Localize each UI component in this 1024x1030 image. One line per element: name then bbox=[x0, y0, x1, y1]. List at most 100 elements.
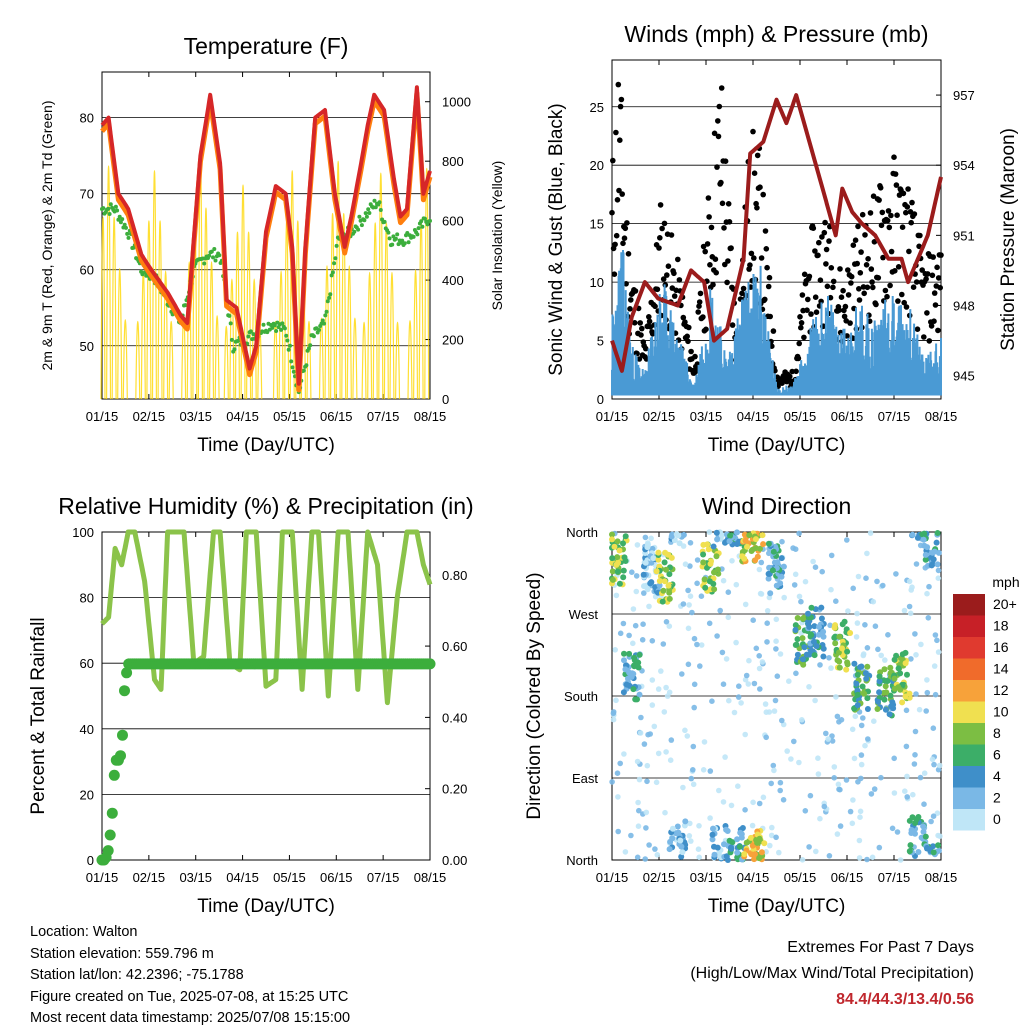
direction-point bbox=[856, 855, 863, 861]
direction-point bbox=[713, 553, 720, 560]
direction-point bbox=[815, 771, 822, 777]
direction-point bbox=[638, 714, 644, 721]
gust-point bbox=[886, 224, 893, 231]
direction-point bbox=[849, 820, 856, 827]
direction-point bbox=[632, 696, 639, 703]
direction-point bbox=[791, 738, 797, 745]
dewpoint-point bbox=[248, 329, 253, 334]
temp-2m-series bbox=[100, 85, 432, 386]
direction-point bbox=[933, 539, 940, 546]
direction-point bbox=[682, 561, 689, 567]
direction-point bbox=[800, 615, 806, 622]
precip-point bbox=[121, 667, 133, 679]
gust-point bbox=[726, 219, 733, 225]
direction-point bbox=[765, 575, 772, 582]
direction-point bbox=[666, 689, 673, 696]
dewpoint-point bbox=[270, 325, 275, 330]
direction-point bbox=[634, 758, 641, 765]
dewpoint-point bbox=[272, 323, 277, 328]
direction-point bbox=[852, 713, 859, 720]
direction-point bbox=[633, 588, 640, 595]
colorbar-label: 16 bbox=[993, 639, 1009, 655]
direction-point bbox=[643, 809, 650, 816]
x-tick-label: 08/15 bbox=[414, 870, 447, 885]
direction-point bbox=[934, 810, 941, 816]
direction-point bbox=[707, 560, 714, 567]
dewpoint-point bbox=[202, 261, 207, 266]
y-tick-label-left: 25 bbox=[590, 100, 604, 115]
direction-point bbox=[711, 569, 717, 576]
direction-point bbox=[613, 592, 620, 599]
direction-point bbox=[926, 583, 932, 590]
dewpoint-point bbox=[378, 208, 383, 212]
direction-point bbox=[849, 726, 856, 733]
gust-point bbox=[680, 314, 687, 321]
direction-point bbox=[653, 779, 660, 786]
gust-point bbox=[812, 294, 819, 301]
gust-point bbox=[688, 348, 694, 355]
colorbar-label: 12 bbox=[993, 682, 1009, 698]
y-tick-label-left: 60 bbox=[80, 263, 94, 278]
direction-point bbox=[861, 690, 868, 697]
y-axis-label-left: Direction (Colored By Speed) bbox=[524, 572, 545, 819]
gust-point bbox=[837, 266, 843, 272]
direction-point bbox=[636, 807, 642, 814]
dewpoint-point bbox=[120, 217, 125, 222]
direction-point bbox=[687, 593, 694, 599]
y-tick-label-left: 5 bbox=[597, 334, 604, 349]
direction-point bbox=[794, 615, 801, 621]
direction-point bbox=[878, 774, 884, 781]
gust-point bbox=[850, 242, 857, 248]
gust-point bbox=[616, 187, 622, 194]
direction-point bbox=[921, 530, 928, 537]
direction-point bbox=[728, 845, 735, 852]
direction-point bbox=[935, 567, 942, 574]
direction-point bbox=[609, 531, 615, 538]
direction-point bbox=[931, 761, 937, 768]
direction-point bbox=[661, 578, 668, 585]
dewpoint-point bbox=[122, 222, 127, 227]
direction-point bbox=[907, 610, 914, 617]
gust-point bbox=[838, 294, 845, 301]
direction-point bbox=[835, 781, 842, 788]
gust-point bbox=[657, 235, 663, 241]
direction-point bbox=[911, 761, 918, 767]
direction-point bbox=[620, 689, 627, 696]
direction-point bbox=[680, 601, 687, 607]
direction-point bbox=[843, 777, 850, 783]
gust-point bbox=[808, 311, 814, 317]
direction-point bbox=[650, 555, 657, 562]
direction-point bbox=[760, 541, 767, 548]
extremes-values: 84.4/44.3/13.4/0.56 bbox=[836, 991, 974, 1008]
direction-point bbox=[746, 532, 753, 539]
colorbar-swatch bbox=[953, 787, 985, 809]
dewpoint-point bbox=[367, 211, 372, 215]
dewpoint-point bbox=[317, 328, 321, 332]
gust-point bbox=[888, 248, 895, 255]
gust-point bbox=[676, 277, 683, 283]
gust-point bbox=[795, 355, 802, 362]
direction-point bbox=[880, 582, 886, 589]
direction-point bbox=[864, 706, 871, 712]
dewpoint-point bbox=[400, 238, 405, 243]
direction-point bbox=[756, 835, 763, 842]
gust-point bbox=[613, 129, 619, 136]
gust-point bbox=[817, 277, 824, 284]
humidity-series bbox=[100, 529, 433, 706]
x-tick-label: 04/15 bbox=[226, 870, 259, 885]
direction-point bbox=[773, 638, 779, 644]
dewpoint-point bbox=[330, 270, 335, 275]
gust-point bbox=[751, 255, 757, 261]
y-axis-label-left: Percent & Total Rainfall bbox=[28, 617, 49, 814]
direction-point bbox=[722, 754, 728, 760]
direction-point bbox=[820, 628, 827, 635]
direction-point bbox=[742, 537, 749, 544]
gust-point bbox=[917, 232, 923, 239]
direction-point bbox=[935, 832, 941, 839]
direction-point bbox=[763, 709, 770, 715]
direction-point bbox=[634, 854, 641, 861]
direction-point bbox=[791, 582, 798, 588]
direction-point bbox=[758, 559, 765, 566]
direction-point bbox=[714, 633, 720, 639]
dewpoint-point bbox=[286, 347, 291, 352]
